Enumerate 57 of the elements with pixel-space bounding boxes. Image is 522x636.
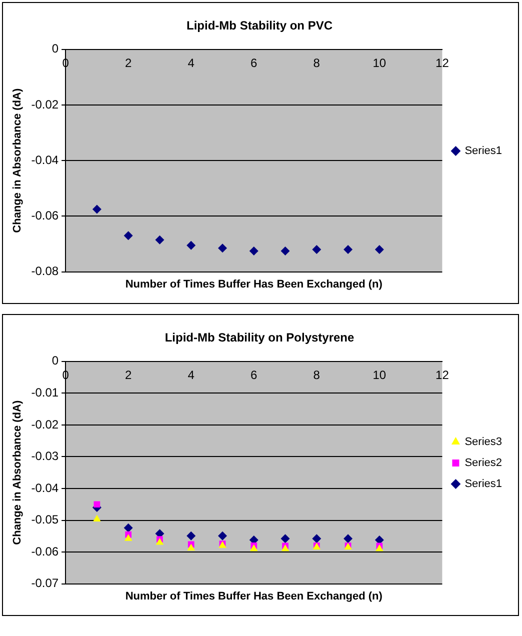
legend-label: Series3 — [464, 436, 502, 448]
y-axis-title: Change in Absorbance (dA) — [12, 88, 24, 233]
x-tick-label: 4 — [188, 368, 195, 382]
x-tick-label: 8 — [313, 56, 320, 70]
point — [94, 501, 100, 508]
y-axis-title: Change in Absorbance (dA) — [12, 400, 24, 545]
legend-label: Series1 — [464, 478, 502, 490]
x-tick-label: 10 — [372, 368, 386, 382]
point — [186, 531, 196, 540]
point — [344, 534, 353, 544]
y-tick-label: -0.06 — [31, 208, 59, 223]
y-tick-label: -0.04 — [31, 152, 59, 167]
x-tick-label: 6 — [250, 368, 258, 382]
x-axis-title: Number of Times Buffer Has Been Exchanged (n) — [125, 278, 383, 290]
point — [218, 531, 227, 540]
point — [155, 235, 164, 244]
chart-title: Lipid-Mb Stability on Polystyrene — [164, 330, 354, 345]
x-tick-label: 12 — [436, 56, 450, 70]
point — [312, 245, 322, 254]
y-tick-label: -0.08 — [31, 264, 59, 278]
y-tick-label: -0.04 — [31, 480, 59, 495]
y-tick-label: -0.03 — [31, 449, 59, 464]
point — [280, 534, 290, 544]
chart-title: Lipid-Mb Stability on PVC — [186, 18, 333, 33]
y-tick-label: -0.05 — [31, 512, 59, 527]
x-axis-title: Number of Times Buffer Has Been Exchanged (n) — [125, 590, 383, 602]
y-tick-label: -0.02 — [31, 97, 59, 112]
point — [344, 245, 353, 254]
point — [187, 544, 195, 550]
x-tick-label: 2 — [124, 56, 132, 70]
legend-label: Series2 — [464, 457, 502, 470]
y-tick-label: 0 — [52, 42, 59, 56]
legend-label: Series1 — [464, 145, 502, 158]
x-tick-label: 6 — [250, 56, 258, 70]
y-tick-label: -0.01 — [31, 385, 59, 400]
x-tick-label: 8 — [313, 368, 320, 382]
point — [312, 534, 322, 544]
point — [124, 231, 133, 240]
point — [124, 523, 133, 532]
y-tick-label: -0.07 — [31, 576, 59, 590]
y-tick-label: -0.02 — [31, 417, 59, 432]
x-tick-label: 10 — [372, 56, 386, 70]
point — [92, 204, 102, 214]
point — [280, 246, 290, 256]
point — [250, 544, 258, 552]
point — [156, 538, 164, 545]
point — [124, 534, 132, 541]
point — [93, 514, 101, 522]
x-tick-label: 2 — [124, 368, 132, 382]
point — [218, 244, 227, 253]
y-tick-label: 0 — [52, 354, 59, 368]
x-tick-label: 12 — [436, 368, 450, 382]
point — [186, 240, 196, 250]
y-tick-label: -0.06 — [31, 544, 59, 558]
point — [249, 246, 258, 256]
x-tick-label: 4 — [188, 56, 195, 70]
point — [374, 245, 384, 254]
